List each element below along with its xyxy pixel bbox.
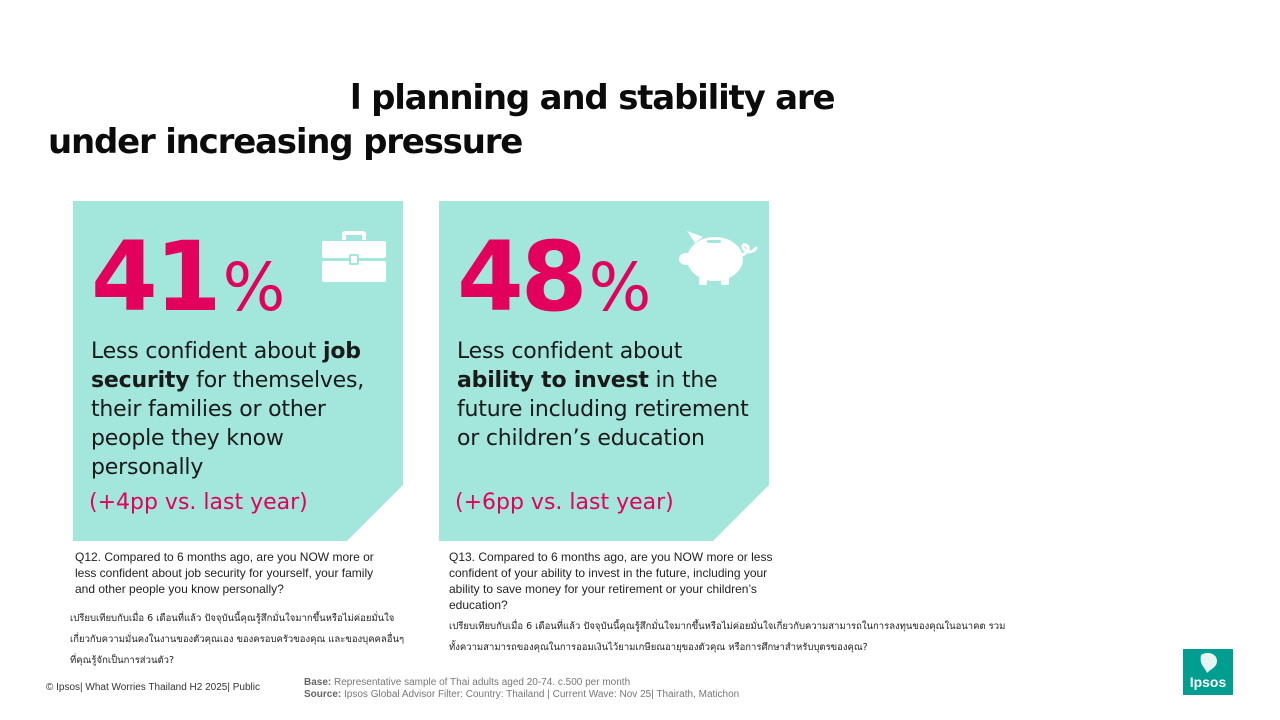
ipsos-logo: Ipsos — [1183, 649, 1233, 695]
question-q13: Q13. Compared to 6 months ago, are you N… — [449, 550, 773, 612]
title-line-1: l planning and stability are — [350, 78, 836, 118]
stat-description: Less confident about ability to invest i… — [457, 337, 757, 453]
piggy-bank-icon — [679, 223, 759, 287]
source-text: Ipsos Global Advisor Filter: Country: Th… — [341, 689, 740, 700]
stat-number: 48 — [457, 221, 585, 333]
desc-text-lead: Less confident about — [91, 339, 324, 364]
stat-value: 48% — [457, 227, 651, 327]
question-q12-thai: เปรียบเทียบกับเมื่อ 6 เดือนที่แล้ว ปัจจุ… — [70, 613, 405, 666]
source-label: Source: — [304, 689, 342, 700]
base-note: Base: Representative sample of Thai adul… — [304, 677, 739, 689]
stat-percent-sign: % — [222, 249, 286, 326]
title-line-2: under increasing pressure — [48, 122, 523, 162]
stat-percent-sign: % — [588, 249, 652, 326]
desc-highlight: job security — [91, 339, 361, 393]
stat-card-ability-to-invest: 48% Less confident about ability to inve… — [439, 201, 769, 541]
base-source-notes: Base: Representative sample of Thai adul… — [304, 677, 739, 701]
desc-text-rest: in the future including retirement or ch… — [457, 368, 749, 451]
base-label: Base: — [304, 677, 332, 688]
desc-highlight: ability to invest — [457, 368, 649, 393]
source-note: Source: Ipsos Global Advisor Filter: Cou… — [304, 689, 739, 701]
stat-value: 41% — [91, 227, 285, 327]
question-q12: Q12. Compared to 6 months ago, are you N… — [75, 550, 374, 596]
desc-text-lead: Less confident about — [457, 339, 683, 364]
logo-text: Ipsos — [1190, 674, 1227, 690]
stat-card-job-security: 41% Less confident about job security fo… — [73, 201, 403, 541]
briefcase-icon — [321, 227, 387, 283]
base-text: Representative sample of Thai adults age… — [331, 677, 631, 688]
stat-description: Less confident about job security for th… — [91, 337, 391, 482]
page-title: l planning and stability are under incre… — [48, 76, 868, 164]
copyright-footer: © Ipsos| What Worries Thailand H2 2025| … — [46, 682, 260, 693]
yoy-change: (+6pp vs. last year) — [455, 490, 674, 515]
question-q13-thai: เปรียบเทียบกับเมื่อ 6 เดือนที่แล้ว ปัจจุ… — [449, 621, 1006, 653]
yoy-change: (+4pp vs. last year) — [89, 490, 308, 515]
stat-number: 41 — [91, 221, 219, 333]
desc-text-rest: for themselves, their families or other … — [91, 368, 365, 480]
